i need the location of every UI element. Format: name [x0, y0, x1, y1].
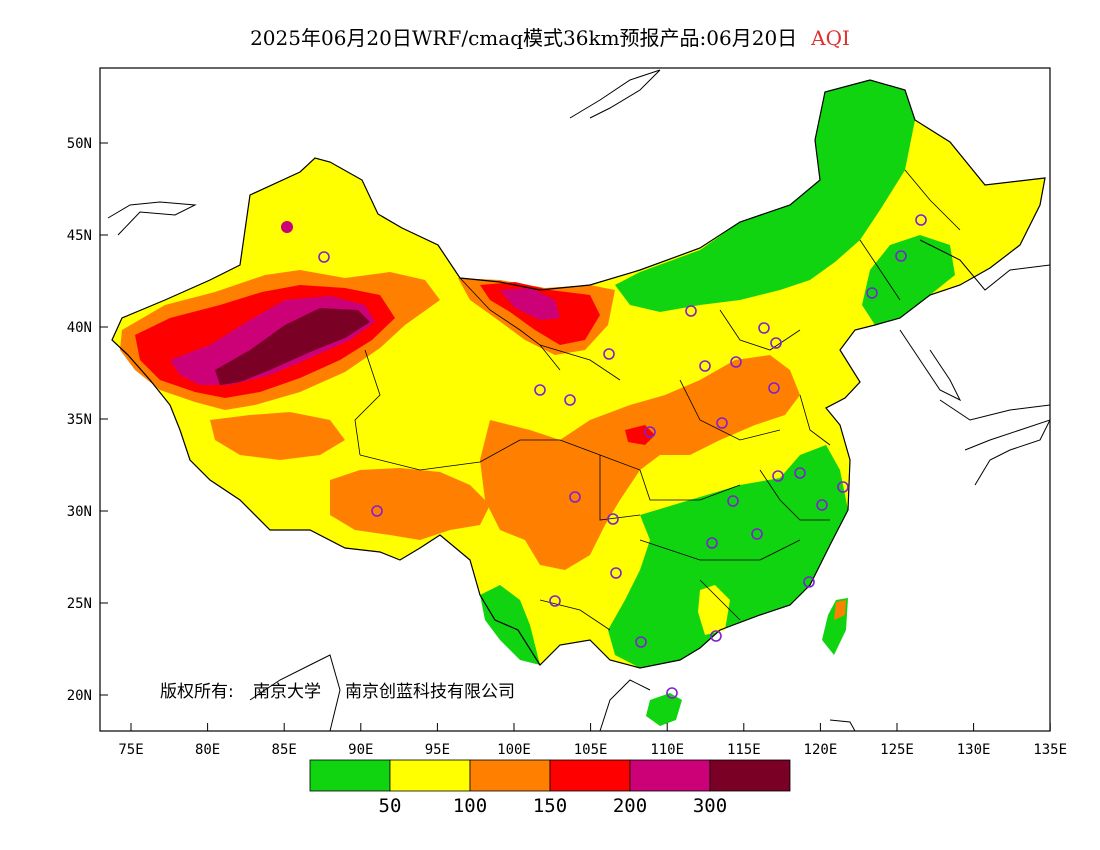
station-marker — [603, 348, 615, 360]
longitude-label: 115E — [727, 742, 761, 758]
station-marker — [768, 382, 780, 394]
title-main: 2025年06月20日WRF/cmaq模式36km预报产品:06月20日 — [250, 26, 798, 50]
latitude-label: 35N — [67, 412, 92, 428]
taiwan-hotspot — [834, 600, 846, 620]
station-marker — [635, 636, 647, 648]
station-marker — [772, 470, 784, 482]
station-marker — [716, 417, 728, 429]
neighbor-coastlines — [107, 69, 1050, 731]
station-marker — [803, 576, 815, 588]
sichuan-unhealthy-spot — [625, 425, 655, 445]
hainan-island — [646, 693, 682, 726]
liaoning-good-region — [862, 235, 955, 325]
station-marker — [770, 337, 782, 349]
station-marker — [816, 499, 828, 511]
latitude-label: 25N — [67, 596, 92, 612]
longitude-label: 135E — [1033, 742, 1067, 758]
longitude-axis: 75E 80E 85E 90E 95E 100E 105E 110E 115E 120E 125E 1… — [118, 723, 1067, 758]
station-marker — [534, 384, 546, 396]
tibet-sensitive-region — [330, 468, 490, 540]
xinjiang-hazardous-region — [215, 308, 370, 385]
station-markers — [318, 214, 927, 699]
legend-color-box — [709, 759, 791, 792]
station-marker — [758, 322, 770, 334]
yunnan-good-region — [480, 585, 540, 665]
latitude-label: 20N — [67, 688, 92, 704]
north-xinjiang-very-unhealthy-spot — [281, 221, 293, 233]
inner-mongolia-very-unhealthy-region — [500, 288, 560, 320]
map-frame-border — [99, 67, 1051, 732]
station-marker — [699, 360, 711, 372]
south-moderate-patch — [698, 585, 730, 635]
copyright-owner-2: 南京创蓝科技有限公司 — [345, 682, 515, 702]
latitude-label: 30N — [67, 504, 92, 520]
station-marker — [866, 287, 878, 299]
station-marker — [318, 251, 330, 263]
map-title: 2025年06月20日WRF/cmaq模式36km预报产品:06月20日 AQI — [0, 22, 1100, 51]
copyright-owner-1: 南京大学 — [253, 682, 321, 702]
copyright-note: 版权所有: 南京大学 南京创蓝科技有限公司 — [160, 682, 515, 702]
longitude-label: 80E — [195, 742, 220, 758]
station-marker — [569, 491, 581, 503]
south-good-region — [608, 445, 848, 668]
longitude-label: 130E — [957, 742, 991, 758]
station-marker — [915, 214, 927, 226]
station-marker — [706, 537, 718, 549]
station-marker — [730, 356, 742, 368]
latitude-label: 45N — [67, 228, 92, 244]
station-marker — [895, 250, 907, 262]
station-marker — [610, 567, 622, 579]
central-sensitive-region — [480, 355, 800, 570]
province-boundaries — [354, 169, 961, 631]
aqi-legend: 50 100 150 200 300 — [309, 759, 791, 817]
longitude-label: 85E — [272, 742, 297, 758]
legend-color-box — [629, 759, 711, 792]
station-marker — [727, 495, 739, 507]
station-marker — [685, 305, 697, 317]
legend-color-box — [309, 759, 391, 792]
legend-color-box — [389, 759, 471, 792]
station-marker — [666, 687, 678, 699]
station-marker — [549, 595, 561, 607]
station-marker — [371, 505, 383, 517]
latitude-label: 40N — [67, 320, 92, 336]
station-marker — [564, 394, 576, 406]
longitude-label: 100E — [497, 742, 531, 758]
copyright-owner-label: 版权所有: — [160, 682, 234, 702]
longitude-label: 110E — [650, 742, 684, 758]
station-marker — [751, 528, 763, 540]
title-variable: AQI — [811, 26, 850, 50]
station-marker — [710, 630, 722, 642]
west-sensitive-band — [210, 412, 345, 460]
longitude-label: 125E — [880, 742, 914, 758]
legend-label: 100 — [453, 795, 487, 817]
map-content: 版权所有: 南京大学 南京创蓝科技有限公司 — [107, 69, 1050, 731]
station-marker — [837, 481, 849, 493]
legend-label: 150 — [533, 795, 567, 817]
station-marker — [644, 426, 656, 438]
legend-color-box — [469, 759, 551, 792]
station-marker — [607, 513, 619, 525]
longitude-label: 90E — [348, 742, 373, 758]
longitude-label: 105E — [574, 742, 608, 758]
china-outline — [111, 79, 1046, 669]
legend-label: 300 — [693, 795, 727, 817]
legend-color-box — [549, 759, 631, 792]
longitude-label: 95E — [425, 742, 450, 758]
legend-label: 200 — [613, 795, 647, 817]
latitude-axis: 50N 45N 40N 35N 30N 25N 20N — [67, 136, 108, 704]
station-marker — [794, 467, 806, 479]
legend-label: 50 — [379, 795, 402, 817]
latitude-label: 50N — [67, 136, 92, 152]
longitude-label: 75E — [118, 742, 143, 758]
longitude-label: 120E — [804, 742, 838, 758]
northeast-good-region — [615, 80, 915, 312]
